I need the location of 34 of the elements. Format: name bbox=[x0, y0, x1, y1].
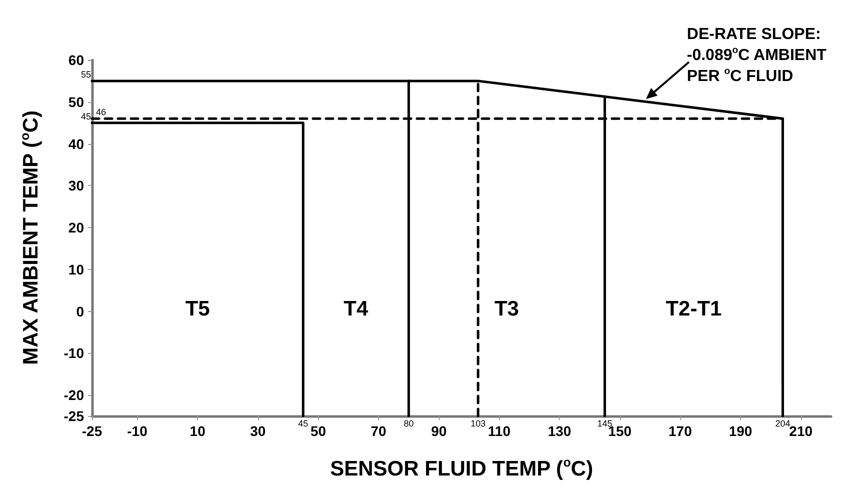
y-tick-label: 40 bbox=[68, 136, 84, 152]
annotation: 103 bbox=[470, 418, 486, 428]
annotation: 46 bbox=[96, 107, 106, 118]
annotation: T2-T1 bbox=[666, 298, 722, 321]
annotation: 55 bbox=[80, 69, 91, 80]
x-tick-label: 10 bbox=[190, 423, 206, 439]
y-tick-label: 50 bbox=[68, 94, 84, 110]
y-tick-label: -25 bbox=[64, 408, 84, 424]
y-tick-label: -20 bbox=[64, 387, 84, 404]
annotation: 204 bbox=[775, 418, 790, 428]
y-tick-label: 60 bbox=[68, 52, 84, 68]
y-tick-label: 10 bbox=[68, 261, 84, 278]
x-tick-label: 210 bbox=[789, 423, 813, 439]
y-tick-label: 20 bbox=[68, 220, 84, 236]
annotation: T5 bbox=[185, 298, 210, 321]
x-tick-label: 170 bbox=[668, 423, 692, 439]
y-axis-title: MAX AMBIENT TEMP (oC) bbox=[18, 110, 43, 365]
y-tick-label: 30 bbox=[68, 178, 84, 194]
annotation: 45 bbox=[80, 111, 91, 122]
annotation: T3 bbox=[494, 298, 520, 321]
y-tick-label: 0 bbox=[76, 303, 84, 320]
x-tick-label: 110 bbox=[488, 423, 511, 439]
x-tick-label: 50 bbox=[310, 423, 326, 439]
x-tick-label: 130 bbox=[548, 423, 572, 439]
x-tick-label: 190 bbox=[728, 423, 752, 439]
annotation: 80 bbox=[404, 418, 414, 428]
x-tick-label: 90 bbox=[431, 423, 447, 439]
x-tick-label: 70 bbox=[370, 423, 387, 439]
x-tick-label: 30 bbox=[250, 423, 266, 439]
x-tick-label: -25 bbox=[82, 423, 102, 439]
x-tick-label: -10 bbox=[127, 423, 148, 439]
y-tick-label: -10 bbox=[64, 345, 84, 362]
annotation: 45 bbox=[298, 418, 308, 428]
annotation: T4 bbox=[344, 298, 368, 321]
